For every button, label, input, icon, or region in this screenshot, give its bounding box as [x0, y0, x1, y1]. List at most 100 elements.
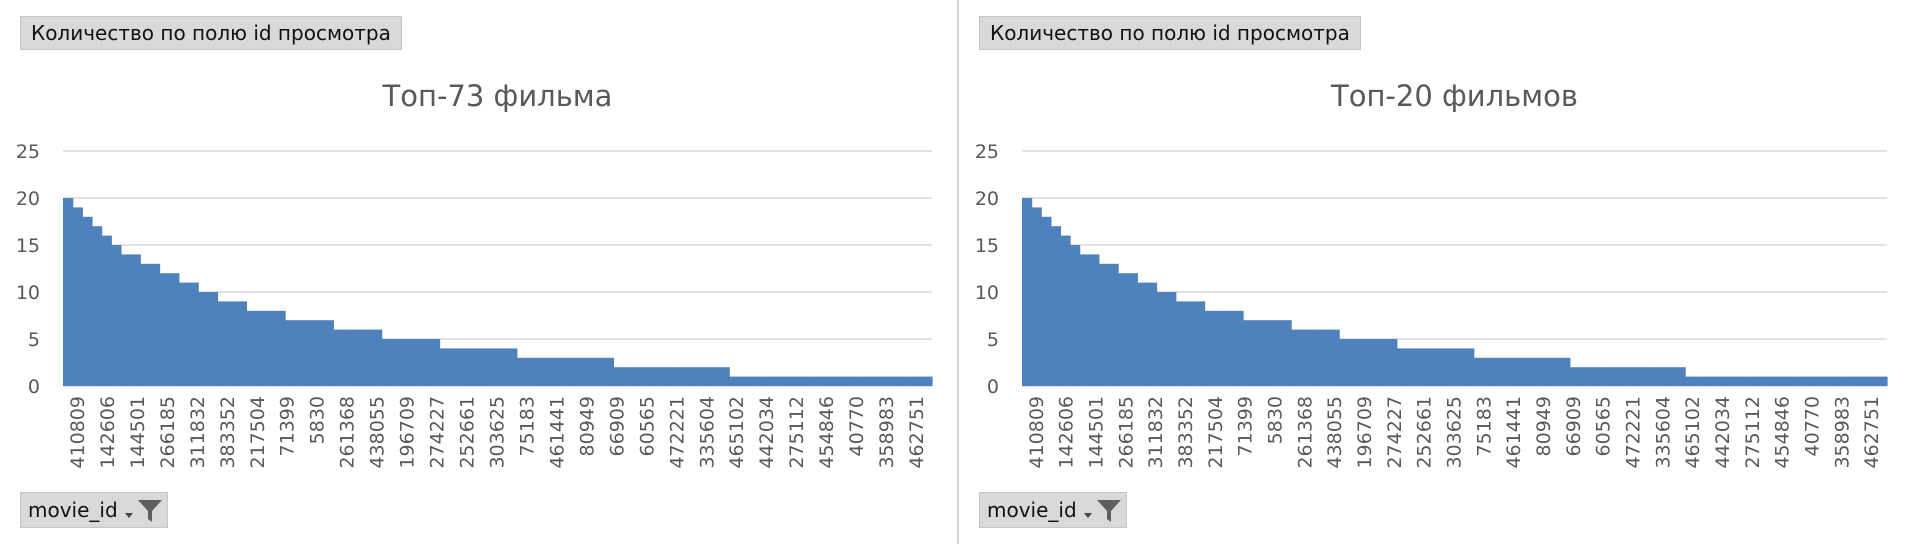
x-tick-label: 5830 — [1265, 396, 1287, 444]
bar — [893, 376, 904, 386]
bar — [343, 329, 354, 386]
bar — [690, 367, 701, 386]
bar — [285, 320, 296, 386]
bar — [1521, 357, 1532, 386]
x-tick-label: 274227 — [1384, 396, 1406, 469]
x-tick-label: 142606 — [1056, 396, 1078, 469]
bar — [198, 292, 209, 386]
x-tick-label: 252661 — [1414, 396, 1436, 469]
bar — [709, 367, 721, 386]
x-tick-label: 383352 — [217, 396, 239, 469]
bar — [130, 254, 141, 386]
value-field-button[interactable]: Количество по полю id просмотра — [20, 16, 402, 50]
value-field-button[interactable]: Количество по полю id просмотра — [979, 16, 1361, 50]
bar — [1877, 376, 1888, 386]
axis-field-button[interactable]: movie_id — [20, 492, 168, 528]
bar — [439, 348, 450, 386]
bar — [1319, 329, 1331, 386]
x-tick-label: 196709 — [397, 396, 419, 469]
bar — [1531, 357, 1542, 386]
bar — [82, 216, 93, 386]
y-tick-label: 0 — [987, 376, 999, 398]
bar — [613, 367, 624, 386]
x-tick-label: 66909 — [1563, 396, 1585, 456]
bar — [1223, 310, 1235, 386]
bar — [400, 339, 412, 386]
bar — [91, 226, 103, 386]
y-tick-label: 5 — [987, 329, 999, 351]
bar — [101, 235, 112, 386]
bar — [651, 367, 663, 386]
bar — [1492, 357, 1504, 386]
bar — [738, 376, 750, 386]
bar — [1444, 348, 1456, 386]
bar — [816, 376, 827, 386]
bar — [149, 263, 161, 386]
bar — [922, 376, 933, 386]
x-tick-label: 335604 — [696, 396, 718, 469]
bar — [1118, 273, 1129, 386]
dropdown-arrow-icon[interactable] — [125, 513, 133, 518]
bar — [864, 376, 875, 386]
x-tick-label: 144501 — [127, 396, 149, 469]
bar — [594, 357, 605, 386]
x-tick-label: 454846 — [816, 396, 838, 469]
axis-field-button[interactable]: movie_id — [979, 492, 1127, 528]
bar — [381, 339, 392, 386]
bar — [1646, 367, 1657, 386]
bar — [497, 348, 508, 386]
bar — [1589, 367, 1600, 386]
bar — [883, 376, 894, 386]
x-tick-label: 335604 — [1652, 396, 1674, 469]
dropdown-arrow-icon[interactable] — [1084, 513, 1092, 518]
x-tick-label: 410809 — [67, 396, 89, 469]
bar — [767, 376, 779, 386]
bar — [1329, 329, 1340, 386]
x-tick-label: 261368 — [1294, 396, 1316, 469]
axis-field-label: movie_id — [987, 498, 1077, 522]
bar — [526, 357, 537, 386]
bar — [555, 357, 566, 386]
bar — [1358, 339, 1369, 386]
bar — [468, 348, 479, 386]
y-tick-label: 15 — [16, 235, 40, 257]
bar — [1271, 320, 1283, 386]
bar — [1867, 376, 1878, 386]
bar — [362, 329, 373, 386]
x-tick-label: 66909 — [606, 396, 628, 456]
x-tick-label: 438055 — [1324, 396, 1346, 469]
bar — [1233, 310, 1244, 386]
x-tick-label: 275112 — [1742, 396, 1764, 469]
bar — [1166, 292, 1177, 386]
bar — [1050, 226, 1062, 386]
bar — [825, 376, 837, 386]
bar — [536, 357, 547, 386]
bar — [1560, 357, 1571, 386]
x-tick-label: 144501 — [1086, 396, 1108, 469]
bar — [1810, 376, 1821, 386]
bar — [719, 367, 730, 386]
x-tick-label: 80949 — [1533, 396, 1555, 456]
bar — [1310, 329, 1321, 386]
bar — [246, 310, 257, 386]
y-tick-label: 25 — [16, 141, 40, 163]
bar — [1742, 376, 1754, 386]
bar — [1070, 245, 1081, 386]
bar — [1098, 263, 1110, 386]
bar — [1694, 376, 1705, 386]
x-tick-label: 60565 — [636, 396, 658, 456]
bar — [1204, 310, 1215, 386]
bar — [1637, 367, 1648, 386]
filter-icon[interactable] — [137, 499, 163, 523]
bar — [265, 310, 277, 386]
bar — [603, 357, 614, 386]
x-tick-label: 472221 — [666, 396, 688, 469]
x-tick-label: 71399 — [1235, 396, 1257, 456]
filter-icon[interactable] — [1096, 499, 1122, 523]
x-tick-label: 5830 — [307, 396, 329, 444]
x-tick-label: 454846 — [1772, 396, 1794, 469]
bar — [169, 273, 180, 386]
bar — [371, 329, 383, 386]
bar — [1252, 320, 1263, 386]
bar — [1771, 376, 1782, 386]
